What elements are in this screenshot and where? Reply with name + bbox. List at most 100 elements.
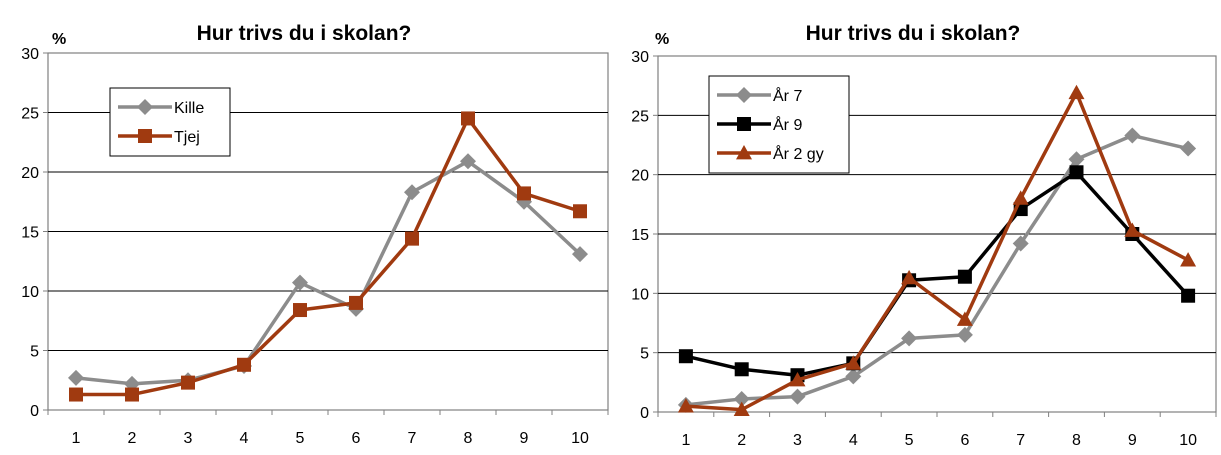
series-line [76,116,581,397]
line-chart-right: 0 5 10 15 20 25 30 1 2 3 4 5 6 7 8 9 10 Hur trivs du i sk… [631,22,1217,449]
x-tick-label: 8 [1072,432,1081,449]
y-tick-label: 5 [30,344,39,361]
data-point [1068,151,1085,168]
data-point [69,387,83,402]
legend-item: Kille [118,99,204,117]
series-1 [69,111,587,402]
chart-title: Hur trivs du i skolan? [197,22,412,45]
y-tick-label: 25 [21,106,39,123]
legend-marker [137,99,153,115]
x-tick-label: 7 [1016,432,1025,449]
data-point [678,349,693,364]
legend-marker [138,129,152,143]
x-tick-label: 4 [240,430,249,447]
data-point [293,303,307,318]
data-point [292,274,308,291]
data-point [845,355,862,370]
y-axis-label: % [52,31,66,48]
y-tick-label: 30 [631,49,649,66]
legend-label: År 7 [773,86,802,105]
y-tick-label: 10 [21,284,39,301]
legend-box [109,87,231,157]
x-tick-label: 3 [793,432,802,449]
legend-item: Tjej [118,129,200,146]
y-tick-label: 20 [631,168,649,185]
data-point [349,295,363,310]
data-point [1180,252,1197,267]
x-tick-label: 6 [960,432,969,449]
legend-item: År 2 gy [717,144,824,163]
chart-title: Hur trivs du i skolan? [806,22,1021,45]
x-tick-label: 6 [352,430,361,447]
data-point [901,330,918,347]
x-tick-label: 10 [571,430,589,447]
data-point [405,231,419,246]
y-tick-label: 20 [21,165,39,182]
data-point [573,204,587,219]
legend-label: År 9 [773,115,802,134]
x-tick-label: 5 [905,432,914,449]
legend-marker [737,117,751,131]
y-tick-label: 10 [631,286,649,303]
data-point [957,269,972,284]
data-point [956,326,973,343]
data-point [517,186,531,201]
data-point [1124,222,1141,237]
y-tick-label: 30 [21,46,39,63]
legend-label: År 2 gy [773,144,824,163]
x-tick-label: 1 [681,432,690,449]
series-line [75,159,582,386]
legend: Kille Tjej [109,87,231,157]
data-point [404,184,420,201]
x-tick-label: 9 [520,430,529,447]
y-axis-label: % [655,31,669,48]
data-point [733,390,750,407]
y-tick-label: 25 [631,108,649,125]
series-line [685,170,1190,377]
data-point [1181,288,1196,303]
x-tick-label: 4 [849,432,858,449]
data-point [181,375,195,390]
x-tick-label: 3 [184,430,193,447]
series-line [685,91,1189,412]
data-point [461,111,475,126]
y-tick-label: 15 [631,227,649,244]
line-chart-left: 0 5 10 15 20 25 30 1 2 3 4 5 6 7 8 9 10 Hur trivs du i sk… [21,22,609,447]
legend-item: År 9 [717,115,802,134]
legend-item: År 7 [717,86,802,105]
x-tick-label: 10 [1179,432,1197,449]
chart-arskurs: 0 5 10 15 20 25 30 1 2 3 4 5 6 7 8 9 10 Hur trivs du i sk… [611,0,1221,455]
x-tick-label: 2 [128,430,137,447]
y-tick-label: 0 [30,403,39,420]
data-point [734,362,749,377]
data-point [677,398,694,413]
y-tick-label: 5 [640,346,649,363]
series-0 [68,153,588,392]
data-point [1124,127,1141,144]
series-2 [677,84,1197,417]
legend-marker [736,145,752,160]
data-point [125,387,139,402]
y-tick-label: 0 [640,405,649,422]
x-tick-label: 5 [296,430,305,447]
chart-kille-tjej: 0 5 10 15 20 25 30 1 2 3 4 5 6 7 8 9 10 Hur trivs du i sk… [0,0,610,455]
x-tick-label: 2 [737,432,746,449]
data-point [1068,84,1085,100]
data-point [1012,190,1029,205]
x-tick-label: 8 [464,430,473,447]
data-point [901,269,918,285]
x-tick-label: 1 [72,430,81,447]
data-point [789,388,806,405]
legend-label: Kille [174,100,204,117]
data-point [1180,140,1197,157]
data-point [1012,235,1029,252]
data-point [789,371,806,387]
data-point [68,369,84,386]
series-0 [677,127,1197,413]
x-tick-label: 9 [1128,432,1137,449]
data-point [845,368,862,385]
legend-label: Tjej [174,129,200,146]
legend: År 7 År 9 År 2 gy [708,75,850,174]
data-point [956,311,973,326]
data-point [572,246,588,263]
